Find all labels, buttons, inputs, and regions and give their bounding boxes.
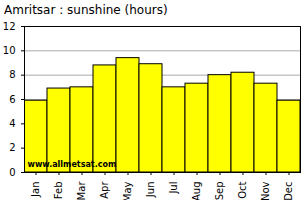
svg-text:Jun: Jun bbox=[145, 182, 156, 199]
svg-text:Feb: Feb bbox=[53, 182, 64, 200]
svg-text:6: 6 bbox=[9, 94, 15, 105]
svg-text:May: May bbox=[122, 181, 133, 200]
svg-text:4: 4 bbox=[9, 118, 15, 129]
html-text:Amritsar : sunshine (hours): Amritsar : sunshine (hours) bbox=[4, 3, 168, 17]
svg-text:Jul: Jul bbox=[168, 182, 179, 195]
svg-text:10: 10 bbox=[3, 45, 16, 56]
svg-text:Nov: Nov bbox=[260, 181, 271, 200]
svg-text:www.allmetsat.com: www.allmetsat.com bbox=[28, 160, 117, 169]
svg-text:Oct: Oct bbox=[237, 181, 248, 198]
svg-text:8: 8 bbox=[9, 69, 15, 80]
svg-text:12: 12 bbox=[3, 21, 16, 32]
svg-text:2: 2 bbox=[9, 142, 15, 153]
svg-text:Apr: Apr bbox=[99, 181, 110, 199]
svg-text:Aug: Aug bbox=[191, 182, 202, 200]
svg-text:Dec: Dec bbox=[283, 182, 294, 200]
svg-text:Sep: Sep bbox=[214, 182, 225, 200]
svg-text:Jan: Jan bbox=[30, 182, 41, 198]
svg-text:Mar: Mar bbox=[76, 181, 87, 200]
svg-text:0: 0 bbox=[9, 167, 15, 178]
